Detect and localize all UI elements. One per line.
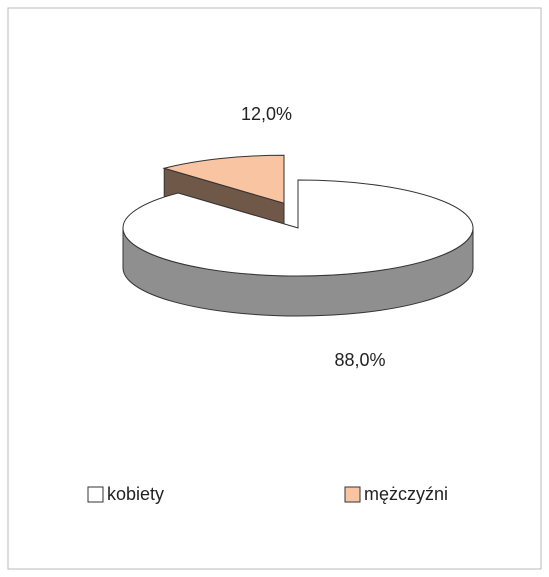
slice — [162, 154, 285, 204]
data-label: 12,0% — [241, 104, 292, 124]
legend-label: mężczyźni — [364, 484, 448, 504]
legend-swatch — [344, 486, 361, 503]
legend-label: kobiety — [107, 484, 164, 504]
slice — [122, 179, 474, 277]
legend-swatch — [87, 486, 104, 503]
data-label: 88,0% — [334, 350, 385, 370]
